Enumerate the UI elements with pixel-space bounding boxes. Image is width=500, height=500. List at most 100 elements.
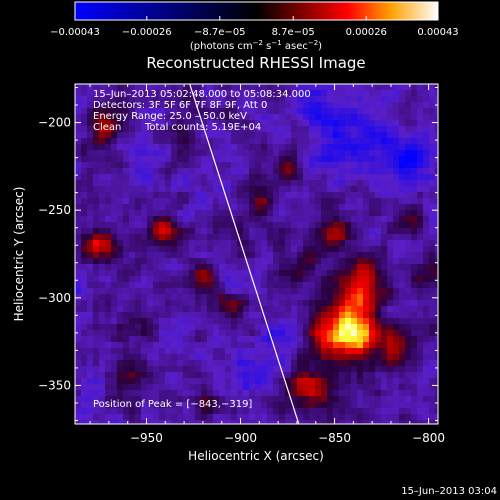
heatmap-cell (135, 270, 142, 277)
heatmap-cell (333, 96, 340, 103)
heatmap-cell (249, 90, 256, 97)
heatmap-cell (405, 414, 412, 421)
heatmap-cell (357, 216, 364, 223)
heatmap-cell (177, 246, 184, 253)
heatmap-cell (261, 84, 268, 91)
heatmap-cell (327, 276, 334, 283)
heatmap-cell (177, 174, 184, 181)
heatmap-cell (345, 162, 352, 169)
heatmap-cell (129, 282, 136, 289)
heatmap-cell (417, 132, 424, 139)
heatmap-cell (237, 300, 244, 307)
heatmap-cell (159, 378, 166, 385)
heatmap-cell (189, 252, 196, 259)
heatmap-cell (423, 276, 430, 283)
heatmap-cell (255, 168, 262, 175)
heatmap-cell (411, 396, 418, 403)
heatmap-cell (225, 84, 232, 91)
heatmap-cell (399, 354, 406, 361)
heatmap-cell (177, 384, 184, 391)
heatmap-cell (117, 234, 124, 241)
heatmap-cell (387, 198, 394, 205)
heatmap-cell (243, 306, 250, 313)
heatmap-cell (315, 360, 322, 367)
heatmap-cell (267, 402, 274, 409)
heatmap-cell (375, 378, 382, 385)
heatmap-cell (231, 330, 238, 337)
heatmap-cell (411, 180, 418, 187)
heatmap-cell (315, 270, 322, 277)
heatmap-cell (393, 120, 400, 127)
heatmap-cell (351, 402, 358, 409)
heatmap-cell (369, 306, 376, 313)
heatmap-cell (147, 318, 154, 325)
heatmap-cell (213, 294, 220, 301)
heatmap-cell (255, 114, 262, 121)
heatmap-cell (225, 414, 232, 421)
heatmap-cell (183, 150, 190, 157)
heatmap-cell (387, 414, 394, 421)
heatmap-cell (387, 282, 394, 289)
heatmap-cell (99, 234, 106, 241)
heatmap-cell (171, 228, 178, 235)
heatmap-cell (231, 258, 238, 265)
heatmap-cell (333, 84, 340, 91)
heatmap-cell (225, 270, 232, 277)
heatmap-cell (267, 240, 274, 247)
heatmap-cell (117, 264, 124, 271)
heatmap-cell (159, 300, 166, 307)
heatmap-cell (369, 90, 376, 97)
heatmap-cell (381, 228, 388, 235)
heatmap-cell (393, 246, 400, 253)
heatmap-cell (81, 312, 88, 319)
heatmap-cell (93, 294, 100, 301)
heatmap-cell (159, 174, 166, 181)
heatmap-cell (93, 300, 100, 307)
heatmap-cell (135, 390, 142, 397)
heatmap-cell (411, 240, 418, 247)
heatmap-cell (123, 162, 130, 169)
heatmap-cell (75, 150, 82, 157)
heatmap-cell (345, 108, 352, 115)
heatmap-cell (363, 420, 370, 424)
heatmap-cell (195, 378, 202, 385)
heatmap-cell (297, 84, 304, 91)
heatmap-cell (75, 102, 82, 109)
heatmap-cell (303, 204, 310, 211)
heatmap-cell (123, 126, 130, 133)
heatmap-cell (279, 414, 286, 421)
heatmap-cell (429, 330, 436, 337)
heatmap-cell (351, 192, 358, 199)
heatmap-cell (357, 366, 364, 373)
heatmap-cell (237, 228, 244, 235)
heatmap-cell (75, 156, 82, 163)
heatmap-cell (87, 402, 94, 409)
heatmap-cell (369, 348, 376, 355)
heatmap-cell (345, 306, 352, 313)
heatmap-cell (99, 360, 106, 367)
heatmap-cell (411, 408, 418, 415)
heatmap-cell (309, 360, 316, 367)
heatmap-cell (171, 168, 178, 175)
heatmap-cell (111, 216, 118, 223)
heatmap-cell (411, 252, 418, 259)
heatmap-cell (183, 324, 190, 331)
heatmap-cell (255, 180, 262, 187)
heatmap-cell (207, 288, 214, 295)
heatmap-cell (363, 324, 370, 331)
heatmap-cell (273, 156, 280, 163)
heatmap-cell (141, 372, 148, 379)
heatmap-cell (339, 96, 346, 103)
heatmap-cell (141, 96, 148, 103)
heatmap-cell (171, 270, 178, 277)
heatmap-cell (375, 132, 382, 139)
heatmap-cell (81, 84, 88, 91)
heatmap-cell (435, 252, 438, 259)
heatmap-cell (351, 258, 358, 265)
heatmap-cell (225, 96, 232, 103)
heatmap-cell (375, 240, 382, 247)
heatmap-cell (141, 132, 148, 139)
heatmap-cell (387, 408, 394, 415)
heatmap-cell (291, 192, 298, 199)
heatmap-cell (357, 126, 364, 133)
